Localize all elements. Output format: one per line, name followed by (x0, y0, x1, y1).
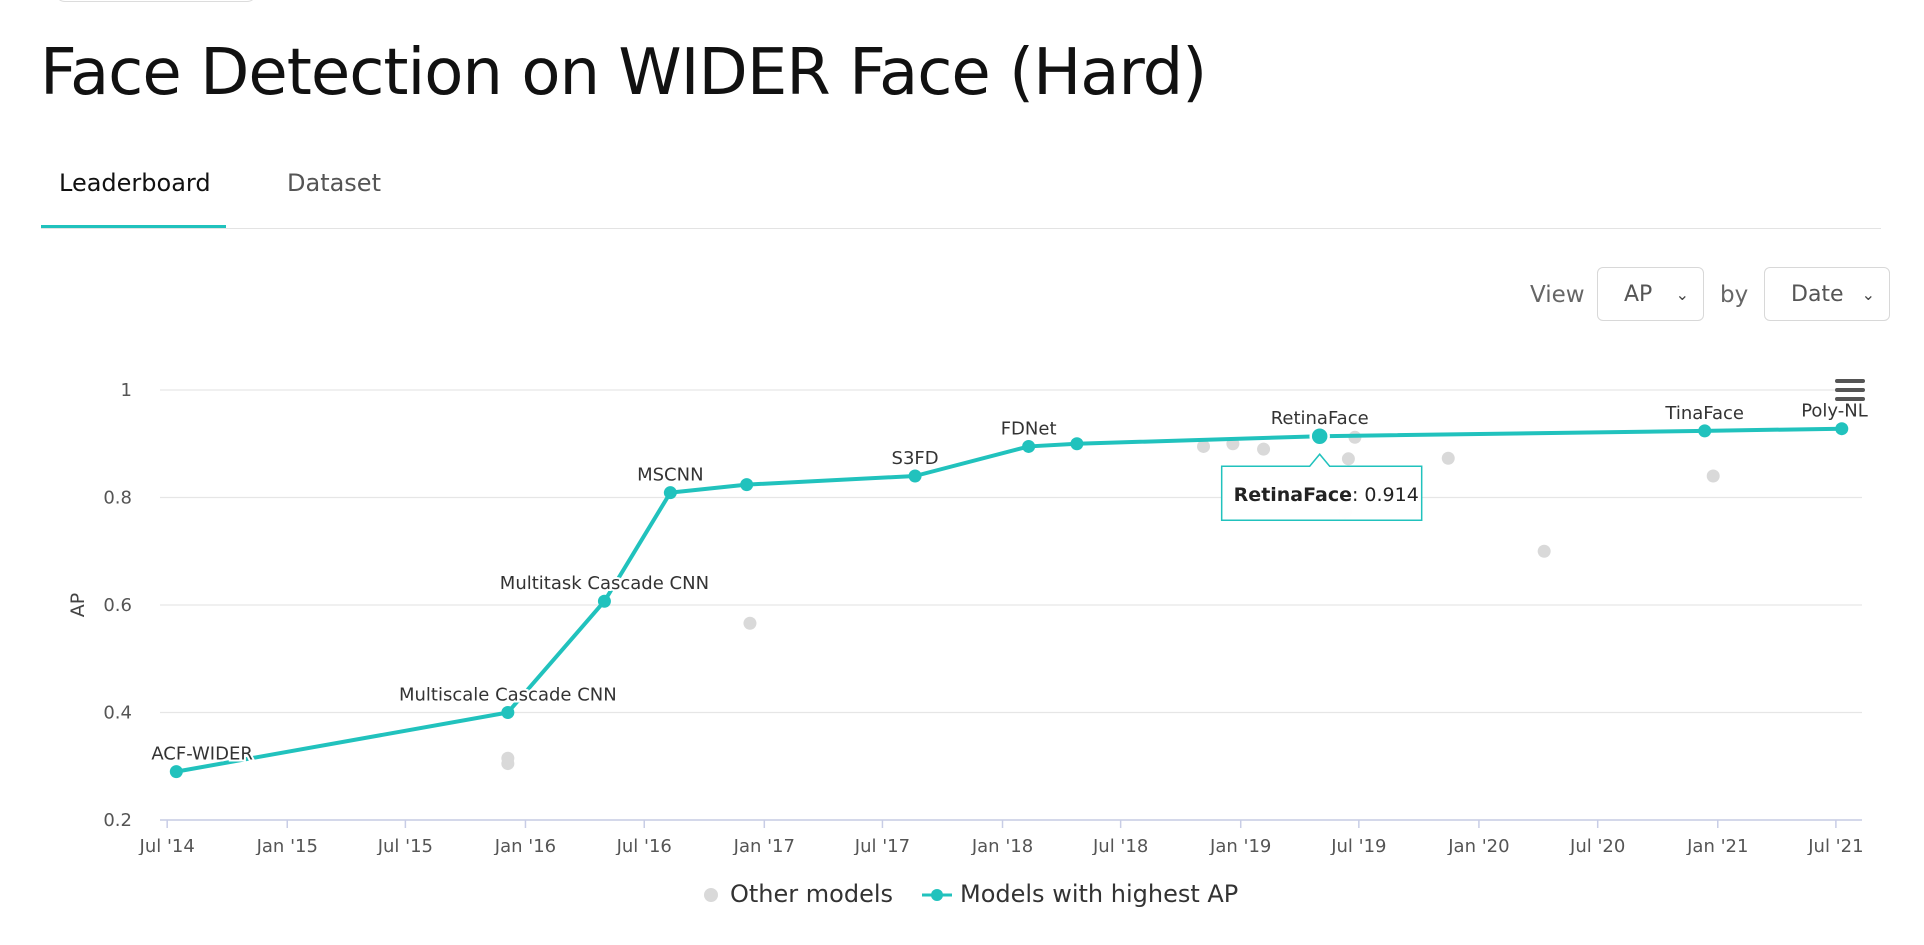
best-models-line (175, 426, 1842, 774)
best-model-point[interactable] (1309, 425, 1330, 447)
tooltip-text: RetinaFace: 0.914 (1234, 484, 1419, 506)
y-tick-label: 0.4 (103, 703, 132, 724)
x-tick-label: Jan '16 (494, 836, 556, 855)
other-model-point[interactable] (1441, 451, 1455, 465)
best-model-label: Multiscale Cascade CNN (399, 685, 617, 706)
best-model-point[interactable] (1698, 424, 1712, 438)
by-select[interactable]: Date ⌄ (1764, 267, 1890, 321)
x-tick-label: Jan '19 (1209, 836, 1271, 855)
chart-menu-icon[interactable] (1835, 379, 1865, 405)
best-model-point[interactable] (1070, 437, 1084, 451)
x-tick-label: Jan '20 (1447, 836, 1509, 855)
top-pill-button[interactable] (55, 0, 257, 2)
x-tick-label: Jul '14 (139, 836, 195, 855)
best-model-label: Poly-NL (1801, 401, 1868, 422)
legend-item-best[interactable]: Models with highest AP (922, 880, 1238, 908)
y-tick-label: 0.2 (103, 810, 132, 831)
best-model-point[interactable] (1835, 422, 1849, 436)
best-model-label: Multitask Cascade CNN (500, 573, 709, 594)
page-title: Face Detection on WIDER Face (Hard) (40, 36, 1207, 110)
other-model-point[interactable] (743, 616, 757, 630)
y-tick-label: 0.8 (103, 488, 132, 509)
y-tick-label: 0.6 (103, 595, 132, 616)
sota-chart: 0.2 0.4 0.6 0.8 1 Jul '14 Jan '15 Jul '15 Jan '1… (67, 380, 1870, 855)
x-tick-label: Jan '18 (971, 836, 1033, 855)
view-label: View (1530, 282, 1585, 308)
tab-dataset[interactable]: Dataset (287, 169, 381, 197)
by-select-value: Date (1791, 282, 1844, 307)
x-tick-label: Jul '15 (377, 836, 433, 855)
best-model-point[interactable] (663, 486, 677, 500)
other-model-point[interactable] (1706, 469, 1720, 483)
best-model-point[interactable] (1022, 439, 1036, 453)
x-tick-label: Jul '16 (616, 836, 672, 855)
best-model-point[interactable] (501, 706, 515, 719)
x-tick-label: Jan '15 (256, 836, 318, 855)
tab-leaderboard[interactable]: Leaderboard (41, 150, 226, 228)
x-tick-label: Jul '17 (854, 836, 910, 855)
x-tick-label: Jan '17 (733, 836, 795, 855)
x-tick-label: Jan '21 (1686, 836, 1748, 855)
legend-label-best: Models with highest AP (960, 880, 1239, 908)
legend-marker-other (704, 888, 718, 902)
other-model-point[interactable] (1197, 439, 1211, 453)
best-model-point[interactable] (740, 478, 754, 492)
best-model-label: S3FD (892, 448, 939, 469)
best-model-point[interactable] (597, 594, 611, 608)
best-model-point[interactable] (169, 765, 183, 779)
chevron-down-icon: ⌄ (1861, 285, 1875, 304)
best-model-label: ACF-WIDER (151, 744, 253, 765)
x-tick-label: Jul '18 (1092, 836, 1148, 855)
by-label: by (1720, 282, 1749, 308)
legend-label-other: Other models (730, 880, 894, 908)
best-model-label: MSCNN (637, 465, 703, 486)
legend-marker-best (922, 889, 952, 901)
tooltip-box (1220, 453, 1423, 521)
x-tick-label: Jul '19 (1330, 836, 1386, 855)
y-tick-label: 1 (121, 380, 132, 401)
other-model-point[interactable] (1341, 452, 1355, 466)
tab-bar: Leaderboard Dataset (41, 150, 1881, 229)
best-model-label: TinaFace (1664, 403, 1744, 424)
best-model-label: FDNet (1001, 418, 1057, 439)
legend-item-other[interactable]: Other models (704, 880, 893, 908)
other-model-point[interactable] (501, 751, 515, 765)
x-tick-label: Jul '20 (1569, 836, 1625, 855)
other-model-point[interactable] (1537, 544, 1551, 558)
best-model-point[interactable] (908, 469, 922, 483)
other-model-point[interactable] (1257, 442, 1271, 456)
chevron-down-icon: ⌄ (1675, 285, 1689, 304)
x-tick-label: Jul '21 (1807, 836, 1863, 855)
y-axis-label: AP (67, 593, 89, 617)
view-select-value: AP (1624, 282, 1653, 307)
view-select[interactable]: AP ⌄ (1597, 267, 1704, 321)
